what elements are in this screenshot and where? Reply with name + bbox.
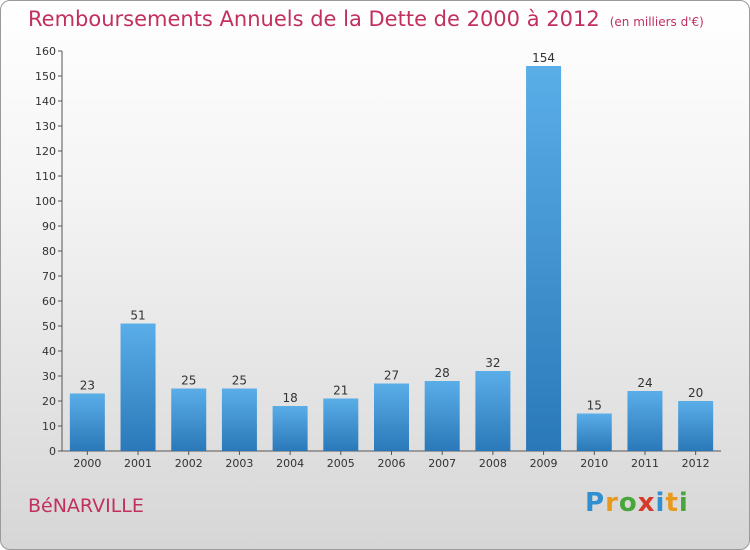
x-tick-label: 2010 <box>580 457 608 470</box>
logo-letter: i <box>678 488 689 518</box>
y-tick-label: 80 <box>42 245 56 258</box>
y-tick-label: 100 <box>35 195 56 208</box>
logo-letter: P <box>585 488 606 518</box>
y-tick-label: 160 <box>35 45 56 58</box>
y-tick-label: 120 <box>35 145 56 158</box>
bar-value-label: 20 <box>688 386 703 400</box>
y-tick-label: 60 <box>42 295 56 308</box>
y-tick-label: 40 <box>42 345 56 358</box>
bar-value-label: 32 <box>485 356 500 370</box>
chart-title-text: Remboursements Annuels de la Dette de 20… <box>28 7 600 31</box>
bar-value-label: 15 <box>587 399 602 413</box>
chart-title: Remboursements Annuels de la Dette de 20… <box>28 7 704 31</box>
bar <box>171 388 207 451</box>
x-tick-label: 2009 <box>530 457 558 470</box>
bar-value-label: 28 <box>435 366 450 380</box>
bar <box>576 413 612 451</box>
bar <box>120 323 156 451</box>
y-tick-label: 50 <box>42 320 56 333</box>
y-tick-label: 110 <box>35 170 56 183</box>
bar <box>374 383 409 451</box>
y-axis: 0 10 20 30 40 50 60 70 80 90 100 110 120 130 140 150 160 <box>35 45 63 458</box>
y-tick-label: 90 <box>42 220 56 233</box>
logo-letter: o <box>618 488 638 518</box>
bar-value-label: 21 <box>333 384 348 398</box>
chart-unit: (en milliers d'€) <box>609 15 704 29</box>
x-tick-label: 2002 <box>175 457 203 470</box>
x-tick-label: 2012 <box>682 457 710 470</box>
bar <box>69 393 105 451</box>
x-tick-label: 2006 <box>378 457 406 470</box>
x-tick-label: 2000 <box>73 457 101 470</box>
bar <box>424 381 460 451</box>
y-tick-label: 20 <box>42 395 56 408</box>
bar-value-label: 23 <box>80 379 95 393</box>
bar <box>627 391 663 451</box>
x-tick-label: 2007 <box>428 457 456 470</box>
logo-letter: r <box>605 488 619 518</box>
bar-value-label: 24 <box>637 376 652 390</box>
x-axis: 2000 2001 2002 2003 2004 2005 2006 2007 2008 2009… <box>62 450 721 470</box>
bar <box>678 401 714 451</box>
x-tick-label: 2003 <box>225 457 253 470</box>
bars: 23 51 25 25 18 21 27 28 32 154 15 24 20 <box>69 51 714 451</box>
bar-value-label: 25 <box>181 374 196 388</box>
x-tick-label: 2004 <box>276 457 304 470</box>
x-tick-label: 2008 <box>479 457 507 470</box>
x-tick-label: 2011 <box>631 457 659 470</box>
bar-value-label: 154 <box>532 51 555 65</box>
y-tick-label: 70 <box>42 270 56 283</box>
commune-name: BéNARVILLE <box>28 495 144 517</box>
bar <box>526 66 562 451</box>
bar-value-label: 18 <box>282 391 297 405</box>
bar-value-label: 27 <box>384 369 399 383</box>
x-tick-label: 2001 <box>124 457 152 470</box>
bar-value-label: 25 <box>232 374 247 388</box>
logo-letter: t <box>665 488 679 518</box>
proxiti-logo: Proxiti <box>585 488 689 518</box>
y-tick-label: 150 <box>35 70 56 83</box>
bar <box>475 371 511 451</box>
logo-letter: x <box>637 488 656 518</box>
bar <box>272 406 308 451</box>
y-tick-label: 130 <box>35 120 56 133</box>
logo-letter: i <box>655 488 666 518</box>
y-tick-label: 30 <box>42 370 56 383</box>
y-tick-label: 10 <box>42 420 56 433</box>
y-tick-label: 0 <box>49 445 56 458</box>
bar <box>323 398 359 451</box>
x-tick-label: 2005 <box>327 457 355 470</box>
bar-value-label: 51 <box>130 309 145 323</box>
bar <box>221 388 257 451</box>
y-tick-label: 140 <box>35 95 56 108</box>
